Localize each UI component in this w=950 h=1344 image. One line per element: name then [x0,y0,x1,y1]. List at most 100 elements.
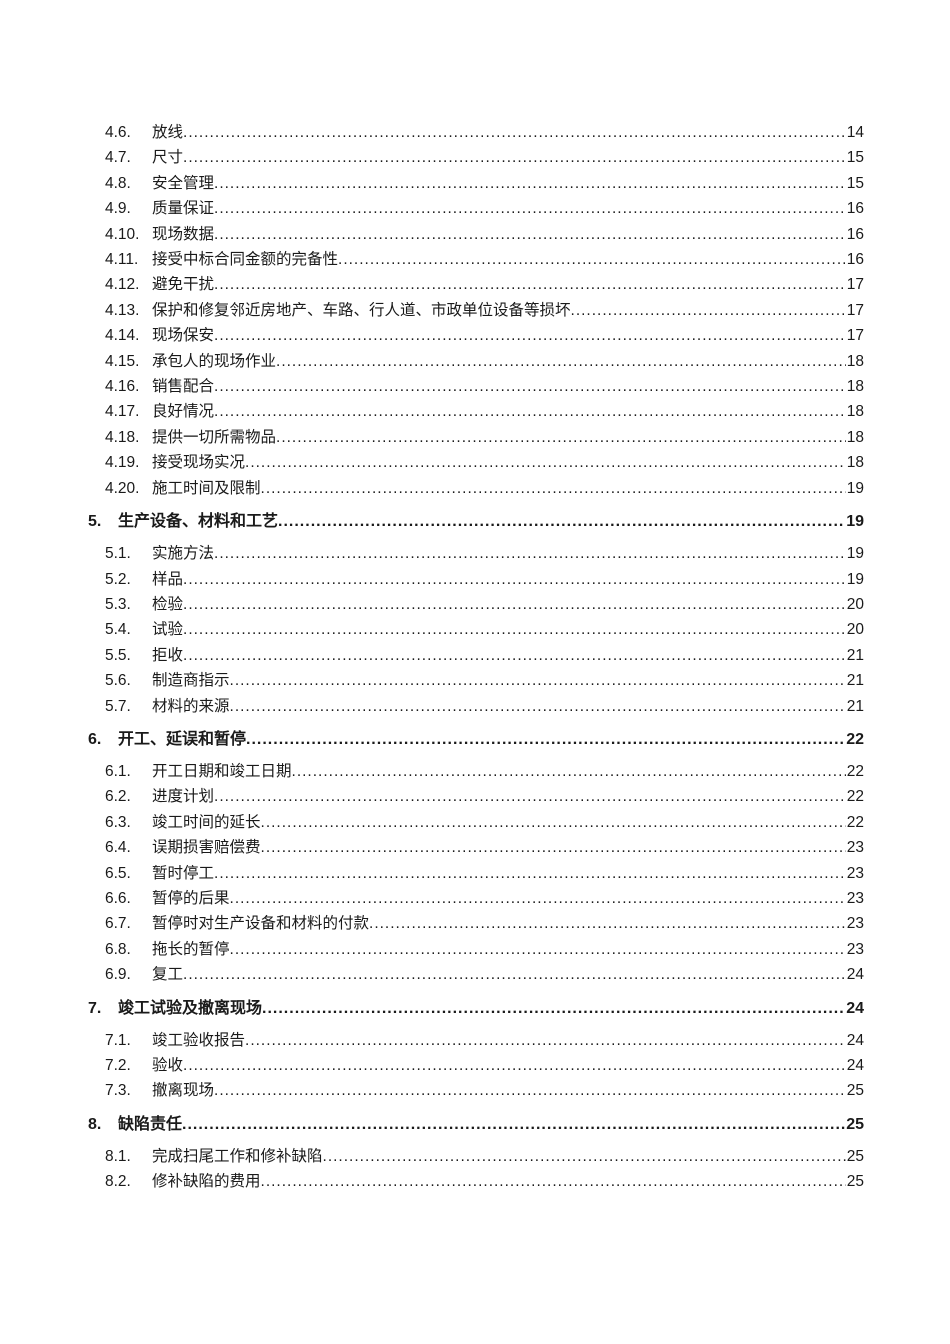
toc-section-header[interactable]: 8. 缺陷责任 25 [88,1112,864,1138]
toc-entry[interactable]: 5.5. 拒收 21 [88,643,864,668]
toc-entry[interactable]: 6.9. 复工 24 [88,962,864,987]
toc-entry[interactable]: 7.2. 验收 24 [88,1053,864,1078]
entry-label: 拒收 [152,646,184,664]
toc-entry[interactable]: 4.12. 避免干扰 17 [88,272,864,297]
entry-number: 4.8. [105,174,131,192]
entry-label: 现场保安 [152,327,215,345]
leader-dots [183,567,846,592]
toc-entry[interactable]: 4.8. 安全管理 15 [88,171,864,196]
entry-number: 4.16. [105,378,140,396]
entry-label: 接受现场实况 [152,454,246,472]
entry-number: 5.7. [105,697,131,715]
page-number: 25 [846,1115,864,1133]
leader-dots [214,861,846,886]
leader-dots [276,349,846,374]
toc-entry[interactable]: 7.3. 撤离现场 25 [88,1078,864,1103]
entry-number: 4.13. [105,301,140,319]
toc-entry[interactable]: 6.2. 进度计划 22 [88,784,864,809]
leader-dots [183,592,846,617]
toc-entry[interactable]: 8.2. 修补缺陷的费用 25 [88,1169,864,1194]
toc-section-header[interactable]: 5. 生产设备、材料和工艺 19 [88,509,864,535]
leader-dots [214,541,846,566]
entry-number: 7.1. [105,1031,131,1049]
page-number: 22 [846,730,864,748]
toc-entry[interactable]: 4.14. 现场保安 17 [88,323,864,348]
entry-label: 开工日期和竣工日期 [152,762,292,780]
page-number: 22 [846,813,864,831]
entry-label: 检验 [152,595,184,613]
leader-dots [292,759,846,784]
leader-dots [230,937,846,962]
page-number: 18 [846,454,864,472]
page-number: 19 [846,570,864,588]
leader-dots [183,1053,846,1078]
leader-dots [245,1028,846,1053]
page-number: 18 [846,428,864,446]
entry-label: 制造商指示 [152,672,230,690]
toc-entry[interactable]: 5.2. 样品 19 [88,567,864,592]
entry-number: 5.1. [105,545,131,563]
entry-label: 撤离现场 [152,1082,215,1100]
toc-entry[interactable]: 6.7. 暂停时对生产设备和材料的付款 23 [88,911,864,936]
page-number: 15 [846,174,864,192]
entry-number: 4.20. [105,479,140,497]
table-of-contents: 4.6.放线144.7.尺寸154.8.安全管理154.9.质量保证164.10… [88,120,864,1195]
toc-entry[interactable]: 4.7. 尺寸 15 [88,145,864,170]
toc-entry[interactable]: 6.1. 开工日期和竣工日期 22 [88,759,864,784]
toc-entry[interactable]: 5.1. 实施方法 19 [88,541,864,566]
entry-number: 4.14. [105,327,140,345]
toc-entry[interactable]: 4.20. 施工时间及限制 19 [88,476,864,501]
entry-label: 修补缺陷的费用 [152,1173,261,1191]
leader-dots [183,617,846,642]
page-number: 20 [846,595,864,613]
entry-number: 8.2. [105,1173,131,1191]
toc-entry[interactable]: 6.8. 拖长的暂停 23 [88,937,864,962]
entry-number: 6.3. [105,813,131,831]
entry-number: 6. [88,730,102,748]
toc-entry[interactable]: 4.13. 保护和修复邻近房地产、车路、行人道、市政单位设备等损坏 17 [88,298,864,323]
page-number: 24 [846,966,864,984]
page-number: 16 [846,251,864,269]
toc-entry[interactable]: 5.4. 试验 20 [88,617,864,642]
page-number: 23 [846,940,864,958]
entry-label: 生产设备、材料和工艺 [118,513,279,531]
toc-entry[interactable]: 6.5. 暂时停工 23 [88,861,864,886]
entry-number: 6.6. [105,889,131,907]
entry-label: 提供一切所需物品 [152,428,277,446]
toc-entry[interactable]: 4.11. 接受中标合同金额的完备性 16 [88,247,864,272]
entry-number: 8. [88,1115,102,1133]
toc-section-header[interactable]: 6. 开工、延误和暂停 22 [88,727,864,753]
toc-entry[interactable]: 5.6. 制造商指示 21 [88,668,864,693]
entry-label: 避免干扰 [152,276,215,294]
entry-number: 5.3. [105,595,131,613]
toc-entry[interactable]: 4.16. 销售配合 18 [88,374,864,399]
toc-entry[interactable]: 4.19. 接受现场实况 18 [88,450,864,475]
toc-entry[interactable]: 7.1. 竣工验收报告 24 [88,1028,864,1053]
toc-entry[interactable]: 6.3. 竣工时间的延长 22 [88,810,864,835]
page-number: 19 [846,479,864,497]
entry-number: 4.12. [105,276,140,294]
entry-label: 销售配合 [152,378,215,396]
entry-number: 4.6. [105,124,131,141]
toc-entry[interactable]: 4.18. 提供一切所需物品 18 [88,425,864,450]
toc-entry[interactable]: 6.4. 误期损害赔偿费 23 [88,835,864,860]
page-number: 16 [846,225,864,243]
leader-dots [246,727,845,753]
page-number: 20 [846,621,864,639]
entry-number: 4.10. [105,225,140,243]
toc-entry[interactable]: 4.10. 现场数据 16 [88,222,864,247]
leader-dots [214,323,846,348]
entry-label: 暂时停工 [152,864,215,882]
toc-entry[interactable]: 6.6. 暂停的后果 23 [88,886,864,911]
toc-section-header[interactable]: 7. 竣工试验及撤离现场 24 [88,996,864,1022]
toc-entry[interactable]: 4.15. 承包人的现场作业 18 [88,349,864,374]
entry-number: 6.8. [105,940,131,958]
entry-label: 缺陷责任 [118,1115,183,1133]
leader-dots [214,784,846,809]
toc-entry[interactable]: 5.7. 材料的来源 21 [88,694,864,719]
toc-entry[interactable]: 4.6. 放线 14 [88,120,864,145]
toc-entry[interactable]: 4.9. 质量保证 16 [88,196,864,221]
toc-entry[interactable]: 4.17. 良好情况 18 [88,399,864,424]
toc-entry[interactable]: 8.1. 完成扫尾工作和修补缺陷 25 [88,1144,864,1169]
toc-entry[interactable]: 5.3. 检验 20 [88,592,864,617]
